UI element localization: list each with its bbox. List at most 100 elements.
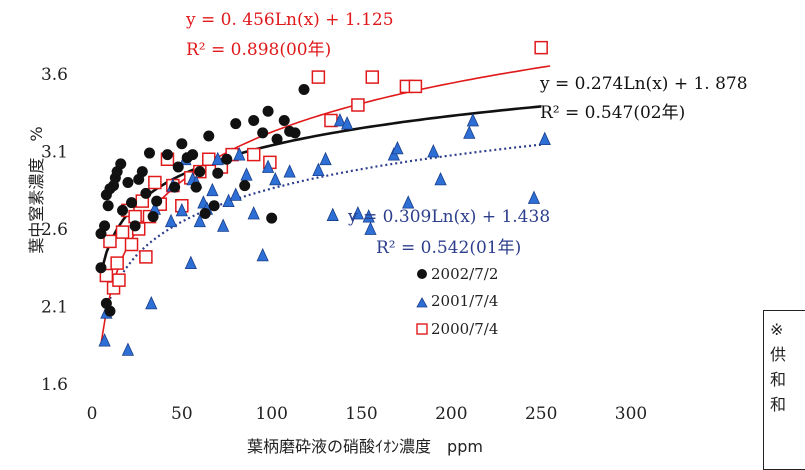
legend-label-2002: 2002/7/2 (431, 265, 498, 283)
x-axis-label: 葉柄磨砕液の硝酸ｲｵﾝ濃度 ppm (247, 437, 483, 456)
legend-marker-2000 (417, 324, 427, 334)
y-tick-label: 2.6 (41, 220, 68, 240)
note-line: ※ (770, 317, 805, 342)
y-tick-label: 3.1 (41, 143, 68, 163)
data-point-2002 (169, 182, 180, 193)
data-point-2001 (528, 192, 539, 204)
data-point-2002 (209, 200, 220, 211)
data-point-2001 (241, 168, 252, 180)
y-tick-label: 2.1 (41, 298, 68, 318)
data-point-2000 (248, 149, 260, 161)
note-box: ※ 供 和 和 (763, 310, 805, 470)
data-point-2001 (539, 133, 550, 145)
data-point-2002 (263, 106, 274, 117)
data-point-2001 (146, 297, 157, 309)
data-point-2001 (428, 145, 439, 157)
data-point-2002 (212, 168, 223, 179)
data-point-2002 (299, 84, 310, 95)
data-point-2000 (117, 226, 129, 238)
legend-marker-2001 (417, 298, 427, 307)
data-point-2002 (221, 154, 232, 165)
y-tick-label: 1.6 (41, 375, 68, 395)
data-point-2002 (279, 115, 290, 126)
data-point-2002 (95, 262, 106, 273)
equation-2000: y = 0. 456Ln(x) + 1.125 (185, 10, 394, 30)
data-point-2000 (140, 251, 152, 263)
legend-label-2000: 2000/7/4 (431, 320, 498, 338)
data-point-2001 (467, 114, 478, 126)
data-point-2002 (266, 213, 277, 224)
data-point-2002 (101, 298, 112, 309)
data-point-2002 (248, 115, 259, 126)
data-point-2001 (166, 215, 177, 227)
data-point-2001 (464, 126, 475, 138)
legend-marker-2002 (417, 269, 427, 279)
y-tick-label: 3.6 (41, 65, 68, 85)
x-tick-label: 0 (87, 404, 98, 424)
equation-2001: y = 0.309Ln(x) + 1.438 (347, 207, 550, 227)
data-point-2002 (115, 158, 126, 169)
data-point-2001 (122, 343, 133, 355)
data-point-2000 (104, 235, 116, 247)
data-point-2002 (173, 162, 184, 173)
data-point-2002 (187, 149, 198, 160)
r2-2000: R² = 0.898(00年) (186, 40, 331, 60)
data-point-2001 (218, 219, 229, 231)
equation-2002: y = 0.274Ln(x) + 1. 878 (539, 74, 748, 94)
x-tick-labels: 0 50 100 150 200 250 300 (87, 404, 648, 424)
x-tick-label: 300 (615, 404, 647, 424)
data-point-2000 (352, 99, 364, 111)
data-point-2001 (230, 188, 241, 200)
data-point-2002 (290, 127, 301, 138)
x-tick-label: 100 (255, 404, 287, 424)
data-point-2002 (140, 188, 151, 199)
scatter-chart: 葉中窒素濃度 % 葉柄磨砕液の硝酸ｲｵﾝ濃度 ppm 1.6 2.1 2.6 3.1 3… (0, 0, 805, 456)
data-point-2001 (327, 209, 338, 221)
data-point-2002 (230, 118, 241, 129)
data-point-2002 (137, 166, 148, 177)
data-point-2002 (99, 220, 110, 231)
data-point-2002 (126, 197, 137, 208)
data-point-2002 (176, 138, 187, 149)
data-point-2002 (148, 211, 159, 222)
data-point-2002 (103, 200, 114, 211)
note-line: 和 (770, 367, 805, 392)
data-point-2002 (257, 127, 268, 138)
data-point-2002 (194, 166, 205, 177)
data-point-2001 (99, 334, 110, 346)
data-point-2001 (185, 257, 196, 269)
x-tick-label: 50 (171, 404, 193, 424)
data-point-2000 (535, 42, 547, 54)
data-point-2000 (113, 274, 125, 286)
data-point-2001 (270, 173, 281, 185)
data-point-2000 (366, 71, 378, 83)
r2-2001: R² = 0.542(01年) (376, 238, 521, 258)
data-point-2001 (435, 173, 446, 185)
x-tick-label: 250 (525, 404, 557, 424)
data-point-2001 (248, 207, 259, 219)
data-point-2001 (257, 249, 268, 261)
data-point-2001 (313, 164, 324, 176)
note-line: 供 (770, 342, 805, 367)
legend: 2002/7/2 2001/7/4 2000/7/4 (417, 265, 498, 338)
data-point-2000 (149, 177, 161, 189)
data-point-2002 (130, 220, 141, 231)
data-point-2002 (122, 177, 133, 188)
data-point-2002 (162, 149, 173, 160)
x-tick-label: 150 (345, 404, 377, 424)
x-tick-label: 200 (435, 404, 467, 424)
data-point-2000 (409, 80, 421, 92)
data-point-2002 (151, 196, 162, 207)
data-point-2002 (203, 131, 214, 142)
data-point-2001 (207, 184, 218, 196)
y-tick-labels: 1.6 2.1 2.6 3.1 3.6 (41, 65, 68, 395)
data-point-2001 (320, 153, 331, 165)
data-point-2000 (312, 71, 324, 83)
data-point-2000 (111, 257, 123, 269)
data-point-2001 (284, 165, 295, 177)
data-point-2002 (239, 180, 250, 191)
legend-label-2001: 2001/7/4 (431, 292, 498, 310)
data-point-2002 (272, 134, 283, 145)
note-line: 和 (770, 392, 805, 417)
data-point-2002 (117, 205, 128, 216)
